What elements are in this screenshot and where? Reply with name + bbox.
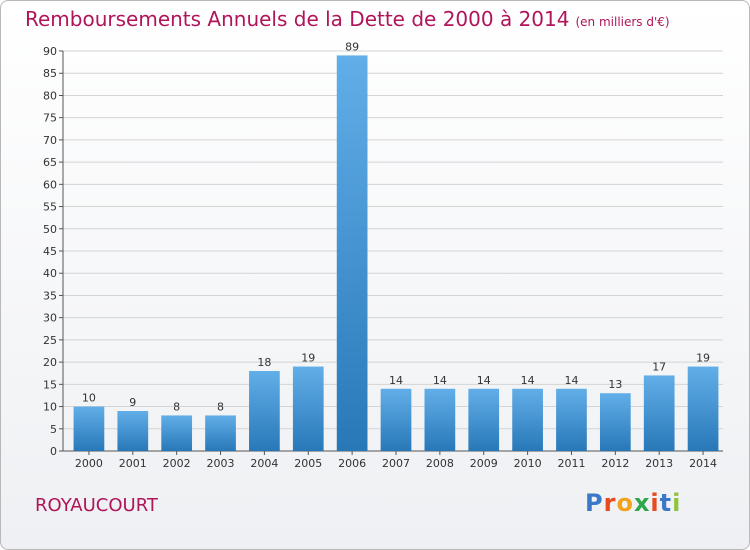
bar	[249, 371, 280, 451]
bars	[73, 55, 719, 451]
bar	[292, 366, 324, 451]
x-tick-label: 2003	[207, 457, 235, 470]
labels: 0 5 10 15 20 25 30 35 40 45 50 55 60 65 70 75 80 85 90 10 20…	[43, 40, 717, 470]
commune-name: ROYAUCOURT	[35, 495, 158, 516]
logo-letter: o	[616, 489, 634, 517]
x-tick-label: 2009	[470, 457, 498, 470]
logo-letter: i	[650, 489, 660, 517]
data-label: 8	[217, 400, 224, 413]
x-tick-label: 2002	[163, 457, 191, 470]
bar	[687, 366, 719, 451]
data-label: 10	[82, 392, 96, 405]
logo-letter: r	[603, 489, 617, 517]
x-tick-label: 2011	[557, 457, 585, 470]
x-tick-label: 2012	[601, 457, 629, 470]
bar	[556, 388, 587, 451]
bar	[380, 388, 412, 451]
data-label: 14	[389, 374, 403, 387]
bar	[599, 393, 631, 451]
x-tick-label: 2005	[294, 457, 322, 470]
data-label: 18	[257, 356, 271, 369]
data-label: 17	[652, 360, 666, 373]
y-tick-label: 70	[43, 134, 57, 147]
bar	[424, 388, 456, 451]
y-tick-label: 90	[43, 45, 57, 58]
bar	[73, 406, 105, 451]
y-tick-label: 0	[50, 445, 57, 458]
x-tick-label: 2004	[250, 457, 278, 470]
y-tick-label: 75	[43, 112, 57, 125]
x-tick-label: 2001	[119, 457, 147, 470]
y-tick-label: 50	[43, 223, 57, 236]
bar	[161, 415, 193, 451]
proxiti-logo[interactable]: Proxiti	[585, 489, 681, 517]
y-tick-label: 5	[50, 423, 57, 436]
x-tick-label: 2014	[689, 457, 717, 470]
y-tick-label: 25	[43, 334, 57, 347]
data-label: 19	[696, 352, 710, 365]
bar	[512, 388, 543, 451]
x-tick-label: 2000	[75, 457, 103, 470]
bar	[205, 415, 236, 451]
x-tick-label: 2010	[514, 457, 542, 470]
x-tick-label: 2006	[338, 457, 366, 470]
logo-letter: x	[633, 489, 651, 517]
bar	[117, 411, 149, 451]
y-tick-label: 40	[43, 267, 57, 280]
x-tick-label: 2007	[382, 457, 410, 470]
logo-letter: i	[672, 489, 682, 517]
data-label: 14	[564, 374, 578, 387]
y-tick-label: 65	[43, 156, 57, 169]
y-tick-label: 60	[43, 178, 57, 191]
x-tick-label: 2008	[426, 457, 454, 470]
data-label: 14	[433, 374, 447, 387]
chart-title: Remboursements Annuels de la Dette de 20…	[25, 7, 670, 31]
data-label: 14	[477, 374, 491, 387]
y-tick-label: 80	[43, 89, 57, 102]
bar	[468, 388, 500, 451]
y-tick-label: 45	[43, 245, 57, 258]
bar	[336, 55, 368, 451]
data-label: 13	[608, 378, 622, 391]
y-tick-label: 35	[43, 289, 57, 302]
data-label: 89	[345, 40, 359, 53]
x-tick-label: 2013	[645, 457, 673, 470]
y-tick-label: 15	[43, 378, 57, 391]
chart-title-text: Remboursements Annuels de la Dette de 20…	[25, 7, 570, 31]
data-label: 9	[129, 396, 136, 409]
logo-letter: t	[659, 489, 673, 517]
y-tick-label: 10	[43, 401, 57, 414]
chart-title-unit: (en milliers d'€)	[575, 15, 670, 29]
bar	[643, 375, 675, 451]
data-label: 19	[301, 352, 315, 365]
y-tick-label: 20	[43, 356, 57, 369]
y-tick-label: 55	[43, 201, 57, 214]
y-tick-label: 30	[43, 312, 57, 325]
data-label: 8	[173, 400, 180, 413]
y-tick-label: 85	[43, 67, 57, 80]
logo-letter: P	[585, 489, 604, 517]
data-label: 14	[521, 374, 535, 387]
